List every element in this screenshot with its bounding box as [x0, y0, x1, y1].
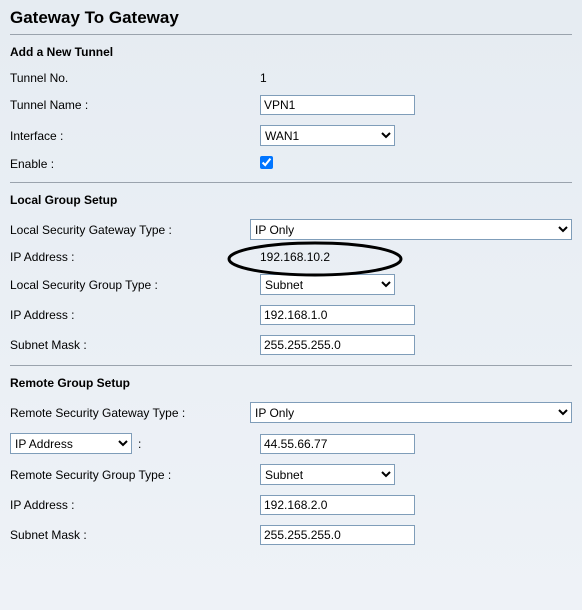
section-remote-group-heading: Remote Group Setup: [10, 376, 572, 390]
local-group-type-select[interactable]: Subnet: [260, 274, 395, 295]
section-local-group-heading: Local Group Setup: [10, 193, 572, 207]
local-group-ip-input[interactable]: [260, 305, 415, 325]
local-subnet-mask-label: Subnet Mask :: [10, 338, 260, 352]
local-ip-address-value: 192.168.10.2: [260, 250, 330, 264]
tunnel-name-label: Tunnel Name :: [10, 98, 260, 112]
remote-group-type-label: Remote Security Group Type :: [10, 468, 260, 482]
divider: [10, 182, 572, 183]
divider: [10, 34, 572, 35]
enable-label: Enable :: [10, 157, 260, 171]
remote-group-type-select[interactable]: Subnet: [260, 464, 395, 485]
tunnel-name-input[interactable]: [260, 95, 415, 115]
interface-label: Interface :: [10, 129, 260, 143]
remote-group-ip-input[interactable]: [260, 495, 415, 515]
tunnel-no-value: 1: [260, 71, 572, 85]
local-subnet-mask-input[interactable]: [260, 335, 415, 355]
enable-checkbox[interactable]: [260, 156, 273, 169]
page-title: Gateway To Gateway: [10, 8, 572, 28]
remote-gateway-type-label: Remote Security Gateway Type :: [10, 406, 250, 420]
remote-subnet-mask-label: Subnet Mask :: [10, 528, 260, 542]
local-group-type-label: Local Security Group Type :: [10, 278, 260, 292]
local-gateway-type-label: Local Security Gateway Type :: [10, 223, 250, 237]
remote-gateway-type-select[interactable]: IP Only: [250, 402, 572, 423]
remote-address-type-select[interactable]: IP Address: [10, 433, 132, 454]
tunnel-no-label: Tunnel No.: [10, 71, 260, 85]
remote-subnet-mask-input[interactable]: [260, 525, 415, 545]
local-ip-address-label: IP Address :: [10, 250, 260, 264]
remote-address-input[interactable]: [260, 434, 415, 454]
local-gateway-type-select[interactable]: IP Only: [250, 219, 572, 240]
section-add-tunnel-heading: Add a New Tunnel: [10, 45, 572, 59]
remote-group-ip-label: IP Address :: [10, 498, 260, 512]
divider: [10, 365, 572, 366]
interface-select[interactable]: WAN1: [260, 125, 395, 146]
colon-label: :: [138, 437, 141, 451]
local-group-ip-label: IP Address :: [10, 308, 260, 322]
